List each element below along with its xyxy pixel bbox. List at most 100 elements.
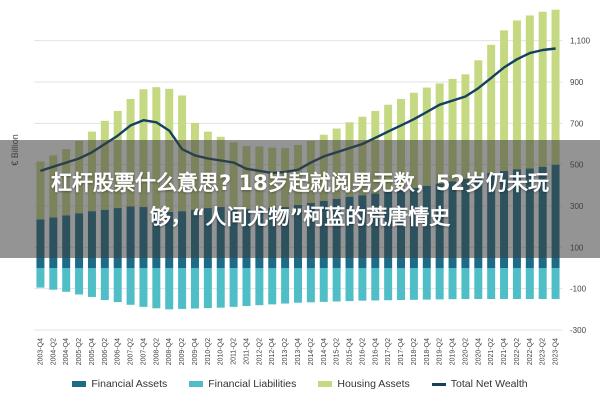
x-tick-label: 2004-Q4 — [63, 338, 70, 365]
x-tick-label: 2017-Q2 — [385, 338, 392, 365]
legend: Financial Assets Financial Liabilities H… — [0, 372, 600, 396]
x-tick-label: 2006-Q2 — [102, 338, 109, 365]
bar-financial-liabilities — [36, 268, 45, 288]
x-tick-label: 2012-Q4 — [269, 338, 276, 365]
bar-financial-liabilities — [49, 268, 58, 290]
bar-housing-assets — [487, 44, 496, 173]
bar-housing-assets — [551, 9, 560, 165]
x-tick-label: 2009-Q2 — [179, 338, 186, 365]
bar-housing-assets — [525, 15, 534, 169]
bar-housing-assets — [474, 60, 483, 177]
bar-financial-liabilities — [512, 268, 521, 299]
bar-housing-assets — [448, 78, 457, 182]
legend-swatch — [318, 381, 333, 387]
x-tick-label: 2016-Q2 — [359, 338, 366, 365]
legend-label: Financial Liabilities — [208, 378, 297, 390]
bar-financial-liabilities — [332, 268, 341, 302]
x-tick-label: 2022-Q4 — [527, 338, 534, 365]
bar-housing-assets — [435, 83, 444, 184]
x-tick-label: 2003-Q4 — [37, 338, 44, 365]
x-tick-label: 2014-Q4 — [321, 338, 328, 365]
x-tick-label: 2021-Q4 — [501, 338, 508, 365]
bar-financial-liabilities — [178, 268, 187, 309]
legend-item-financial-liabilities: Financial Liabilities — [189, 378, 296, 390]
bar-financial-liabilities — [294, 268, 302, 303]
bar-financial-liabilities — [551, 268, 560, 299]
bar-housing-assets — [461, 74, 470, 179]
bar-housing-assets — [422, 87, 431, 186]
x-tick-label: 2006-Q4 — [115, 338, 122, 365]
x-tick-label: 2013-Q4 — [295, 338, 302, 365]
x-tick-label: 2005-Q4 — [89, 338, 96, 365]
x-tick-label: 2023-Q4 — [553, 338, 560, 365]
x-tick-label: 2015-Q2 — [334, 338, 341, 365]
bar-financial-liabilities — [216, 268, 225, 308]
x-tick-label: 2019-Q2 — [437, 338, 444, 365]
x-tick-label: 2012-Q2 — [256, 338, 263, 365]
bar-housing-assets — [512, 20, 521, 170]
x-tick-label: 2007-Q2 — [128, 338, 135, 365]
x-tick-label: 2018-Q4 — [424, 338, 431, 365]
legend-item-financial-assets: Financial Assets — [72, 378, 167, 390]
x-tick-label: 2004-Q2 — [50, 338, 57, 365]
legend-label: Housing Assets — [337, 378, 410, 390]
bar-financial-liabilities — [229, 268, 238, 307]
bar-financial-liabilities — [190, 268, 199, 309]
bar-financial-liabilities — [255, 268, 264, 306]
bar-financial-liabilities — [100, 268, 109, 301]
y-tick-label: 700 — [570, 119, 584, 128]
x-tick-label: 2020-Q4 — [475, 338, 482, 365]
x-tick-label: 2017-Q4 — [398, 338, 405, 365]
x-tick-label: 2007-Q4 — [141, 338, 148, 365]
x-tick-label: 2021-Q2 — [488, 338, 495, 365]
bar-financial-liabilities — [75, 268, 84, 295]
bar-financial-liabilities — [87, 268, 96, 297]
bar-financial-liabilities — [525, 268, 534, 299]
bar-financial-liabilities — [358, 268, 367, 301]
bar-financial-liabilities — [203, 268, 212, 309]
bar-financial-liabilities — [435, 268, 444, 300]
bar-financial-liabilities — [384, 268, 393, 301]
bar-financial-liabilities — [62, 268, 71, 292]
headline-overlay — [0, 140, 600, 258]
bar-financial-liabilities — [500, 268, 509, 299]
y-tick-label: 900 — [570, 78, 584, 87]
x-tick-label: 2014-Q2 — [308, 338, 315, 365]
bar-financial-liabilities — [409, 268, 418, 300]
bar-financial-liabilities — [139, 268, 148, 307]
x-tick-label: 2013-Q2 — [282, 338, 289, 365]
bar-financial-liabilities — [371, 268, 380, 301]
y-tick-label: 1,100 — [570, 37, 591, 46]
bar-financial-liabilities — [126, 268, 135, 305]
headline-text: 杠杆股票什么意思? 18岁起就阅男无数，52岁仍未玩够，“人间尤物”柯蓝的荒唐情… — [51, 171, 549, 229]
x-tick-label: 2011-Q2 — [231, 338, 238, 365]
legend-swatch — [189, 381, 204, 387]
bar-financial-liabilities — [306, 268, 315, 303]
legend-swatch — [72, 381, 87, 387]
x-tick-label: 2010-Q2 — [205, 338, 212, 365]
bar-financial-liabilities — [281, 268, 290, 304]
x-tick-labels: 2003-Q4 2004-Q2 2004-Q4 2005-Q2 2005-Q4 2006-… — [37, 338, 559, 365]
bar-financial-liabilities — [448, 268, 457, 300]
legend-label: Financial Assets — [91, 378, 168, 390]
legend-item-total-net-wealth: Total Net Wealth — [431, 378, 528, 390]
bar-financial-liabilities — [538, 268, 547, 299]
bar-financial-liabilities — [461, 268, 470, 299]
x-tick-label: 2019-Q4 — [450, 338, 457, 365]
x-tick-label: 2022-Q2 — [514, 338, 521, 365]
bar-financial-liabilities — [474, 268, 483, 299]
x-tick-label: 2008-Q4 — [166, 338, 173, 365]
bar-financial-liabilities — [319, 268, 328, 302]
legend-swatch — [431, 382, 446, 386]
y-tick-label: -300 — [570, 326, 587, 335]
x-tick-label: 2015-Q4 — [347, 338, 354, 365]
x-tick-label: 2020-Q2 — [462, 338, 469, 365]
legend-item-housing-assets: Housing Assets — [318, 378, 410, 390]
legend-label: Total Net Wealth — [450, 378, 528, 390]
x-tick-label: 2005-Q2 — [76, 338, 83, 365]
bar-financial-liabilities — [397, 268, 406, 301]
x-tick-label: 2008-Q2 — [153, 338, 160, 365]
bar-housing-assets — [500, 30, 509, 171]
bar-financial-liabilities — [268, 268, 277, 305]
bar-financial-liabilities — [165, 268, 174, 310]
